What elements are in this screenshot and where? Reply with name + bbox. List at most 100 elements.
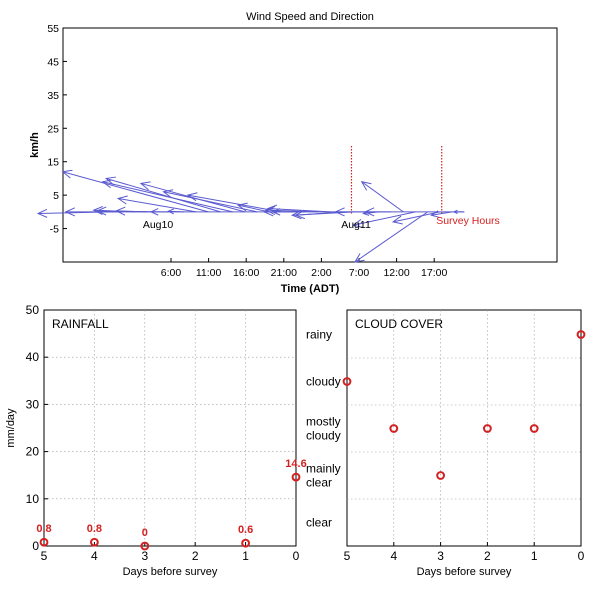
wind-annotation-survey-hours: Survey Hours [436, 215, 500, 227]
wind-arrow-shaft [97, 210, 160, 213]
wind-arrow-head [139, 181, 151, 191]
wind-arrow-shaft [393, 211, 441, 223]
wind-arrow [391, 211, 441, 225]
wind-y-tick-label: 55 [47, 23, 59, 35]
cloud-marker [483, 424, 492, 433]
cloud-y-tick-label: clear [306, 476, 332, 490]
rain-marker [39, 537, 49, 547]
wind-y-tick-label: 15 [47, 157, 59, 169]
rain-y-tick-label: 30 [26, 397, 40, 411]
rain-x-tick-label: 2 [192, 549, 199, 563]
wind-arrow-head [266, 204, 278, 214]
wind-arrow-shaft [102, 181, 233, 213]
wind-y-tick-label: -5 [50, 224, 59, 236]
wind-arrow-head [236, 202, 248, 212]
rain-x-tick-label: 1 [242, 549, 249, 563]
wind-arrow [186, 192, 282, 213]
wind-arrow [363, 207, 392, 217]
cloud-x-tick-label: 4 [390, 549, 397, 563]
wind-x-tick-label: 11:00 [196, 267, 222, 279]
rain-grid [44, 310, 296, 546]
cloud-marker [342, 377, 352, 386]
rain-x-tick-label: 3 [141, 549, 148, 563]
wind-arrow-head [334, 207, 345, 217]
wind-arrow-shaft [237, 204, 270, 213]
wind-arrow [162, 189, 258, 213]
cloud-marker [529, 424, 539, 433]
wind-y-tick-label: 5 [53, 190, 59, 202]
wind-x-tick-label: 6:00 [161, 267, 182, 279]
wind-arrow [101, 179, 233, 213]
wind-arrow [104, 176, 221, 213]
rain-data-label: 0.8 [36, 523, 51, 535]
wind-arrow [236, 202, 270, 213]
wind-arrow [351, 211, 416, 228]
wind-y-axis-label: km/h [29, 132, 41, 158]
wind-arrow-head [167, 208, 175, 215]
wind-arrow-shaft [431, 211, 453, 216]
rain-y-tick-label: 0 [32, 539, 39, 553]
wind-arrow-head [263, 207, 274, 217]
cloud-markers [342, 330, 586, 480]
rain-x-tick-label: 5 [41, 549, 48, 563]
wind-arrow-head [430, 210, 440, 218]
wind-arrow [149, 208, 172, 216]
rain-marker [241, 538, 251, 548]
rain-x-axis-label: Days before survey [123, 566, 218, 578]
wind-y-tick-label: 25 [47, 123, 59, 135]
rain-plot-area [43, 309, 297, 547]
cloud-cover-chart: clearmainlyclearmostlycloudycloudyrainy … [306, 309, 586, 578]
wind-arrow-shaft [168, 210, 184, 213]
cloud-x-axis: 5 4 3 2 1 0 [344, 542, 585, 563]
wind-x-tick-label: 17:00 [421, 267, 447, 279]
rain-data-label: 0.8 [87, 523, 102, 535]
wind-arrow [360, 181, 404, 213]
wind-arrow-head [360, 181, 372, 191]
wind-arrow [95, 206, 160, 216]
wind-arrow [264, 205, 319, 215]
cloud-marker [389, 424, 399, 433]
wind-arrow-head [290, 210, 302, 220]
wind-arrow-head [61, 169, 73, 179]
wind-y-tick-label: 45 [47, 56, 59, 68]
wind-arrow-shaft [353, 211, 416, 226]
cloud-x-tick-label: 5 [344, 549, 351, 563]
cloud-x-tick-label: 2 [484, 549, 491, 563]
wind-arrow-head [186, 192, 198, 202]
wind-arrow [61, 169, 209, 213]
wind-arrow-shaft [361, 181, 404, 213]
wind-arrow-head [264, 205, 276, 215]
wind-arrow-head [116, 195, 128, 205]
wind-arrow-head [95, 206, 107, 216]
survey-hours-markers [350, 146, 443, 214]
wind-plot-area [62, 27, 558, 263]
wind-chart: Wind Speed and Direction 55 45 35 25 15 5 -5 6… [29, 11, 558, 295]
wind-arrow-head [92, 206, 103, 216]
cloud-title: CLOUD COVER [355, 317, 443, 331]
rain-marker [291, 472, 301, 482]
rain-y-tick-label: 10 [26, 492, 40, 506]
rain-marker [90, 537, 99, 547]
wind-arrow-shaft [163, 191, 258, 213]
rain-y-axis: 0 10 20 30 40 50 [26, 303, 48, 553]
rain-title: RAINFALL [52, 317, 109, 331]
wind-arrow-head [64, 207, 76, 217]
wind-arrow [452, 209, 465, 214]
wind-arrow-shaft [354, 211, 429, 263]
wind-arrow-head [36, 208, 48, 218]
rain-marker [140, 541, 150, 551]
wind-annotation-aug11: Aug11 [341, 219, 371, 231]
wind-arrow-head [452, 209, 458, 214]
rain-data-label: 0.6 [238, 524, 253, 536]
cloud-x-tick-label: 3 [437, 549, 444, 563]
wind-annotation-aug10: Aug10 [143, 219, 174, 231]
cloud-y-tick-label: mainly [306, 462, 341, 476]
cloud-plot-area [346, 309, 582, 547]
rain-y-tick-label: 40 [26, 350, 40, 364]
wind-x-axis: 6:00 11:00 16:00 21:00 2:00 7:00 12:00 17:00 [161, 258, 447, 279]
wind-arrow-head [149, 208, 159, 216]
wind-arrow-shaft [62, 171, 209, 213]
